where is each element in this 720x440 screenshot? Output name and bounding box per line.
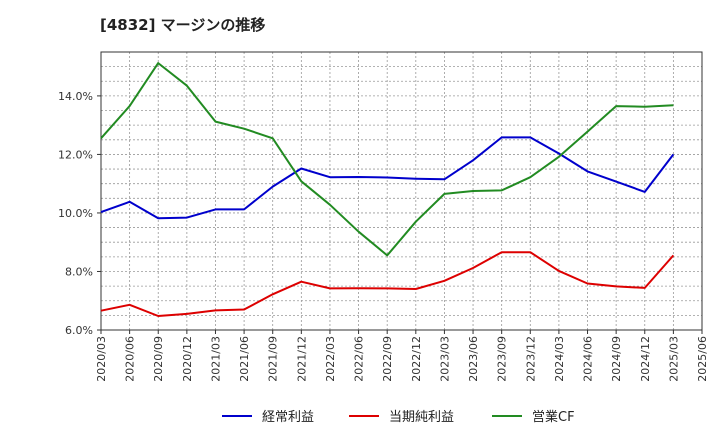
y-tick-label: 6.0%: [65, 324, 93, 337]
legend-label-2: 当期純利益: [389, 410, 454, 425]
series-line-2: [100, 251, 675, 317]
chart-title: [4832] マージンの推移: [100, 16, 266, 34]
x-tick-label: 2021/09: [267, 336, 280, 382]
x-tick-label: 2023/06: [467, 336, 480, 382]
x-tick-label: 2024/12: [639, 336, 652, 382]
x-tick-label: 2020/12: [181, 336, 194, 382]
x-tick-label: 2024/09: [610, 336, 623, 382]
x-tick-label: 2023/09: [496, 336, 509, 382]
x-tick-label: 2023/03: [438, 336, 451, 382]
legend-label-3: 営業CF: [532, 409, 575, 425]
plot-border: [100, 51, 703, 331]
y-tick-label: 10.0%: [58, 207, 93, 220]
x-tick-label: 2025/06: [696, 336, 709, 382]
y-tick-label: 8.0%: [65, 265, 93, 278]
series-line-3: [100, 62, 674, 257]
y-tick-label: 14.0%: [58, 90, 93, 103]
x-tick-label: 2020/03: [95, 336, 108, 382]
x-tick-label: 2020/06: [124, 336, 137, 382]
legend-layer: 経常利益 当期純利益 営業CF: [222, 409, 575, 425]
y-tick-label: 12.0%: [58, 148, 93, 161]
x-tick-label: 2022/03: [324, 336, 337, 382]
x-tick-label: 2022/12: [410, 336, 423, 382]
x-tick-label: 2024/06: [582, 336, 595, 382]
x-tick-label: 2020/09: [152, 336, 165, 382]
x-tick-label: 2024/03: [553, 336, 566, 382]
series-line-1: [100, 136, 675, 220]
x-tick-label: 2023/12: [524, 336, 537, 382]
x-tick-label: 2021/06: [238, 336, 251, 382]
legend-label-1: 経常利益: [262, 410, 314, 425]
x-tick-label: 2022/09: [381, 336, 394, 382]
x-tick-label: 2022/06: [353, 336, 366, 382]
series-layer: [100, 62, 675, 317]
grid-layer: [101, 52, 702, 330]
x-tick-label: 2025/03: [667, 336, 680, 382]
axes-layer: 6.0% 8.0% 10.0% 12.0% 14.0% 2020/03 2020/06 202…: [58, 51, 709, 382]
plot-area: [101, 52, 702, 330]
x-tick-label: 2021/03: [209, 336, 222, 382]
x-tick-label: 2021/12: [295, 336, 308, 382]
